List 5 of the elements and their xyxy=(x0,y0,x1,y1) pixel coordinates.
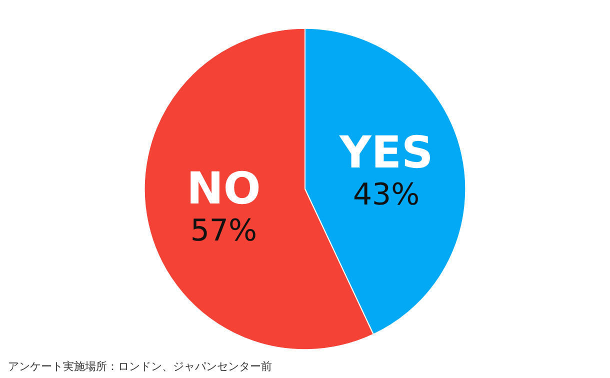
text: アンケート実施場所：ロンドン、ジャパンセンター前 xyxy=(8,360,272,373)
slice-label: YES xyxy=(338,127,434,178)
data-label: 43% xyxy=(352,177,420,212)
slice-label: NO xyxy=(186,164,261,215)
data-label: 57% xyxy=(190,214,258,249)
